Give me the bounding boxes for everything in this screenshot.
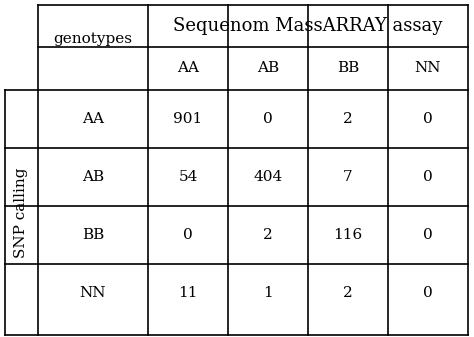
Text: 0: 0	[423, 286, 433, 300]
Text: 2: 2	[343, 112, 353, 126]
Text: 0: 0	[423, 112, 433, 126]
Text: 0: 0	[423, 170, 433, 184]
Text: NN: NN	[80, 286, 106, 300]
Text: 54: 54	[178, 170, 198, 184]
Text: BB: BB	[82, 228, 104, 242]
Text: AA: AA	[177, 61, 199, 75]
Text: 0: 0	[423, 228, 433, 242]
Text: 2: 2	[343, 286, 353, 300]
Text: 7: 7	[343, 170, 353, 184]
Text: Sequenom MassARRAY assay: Sequenom MassARRAY assay	[173, 17, 443, 35]
Text: NN: NN	[415, 61, 441, 75]
Text: 116: 116	[333, 228, 363, 242]
Text: BB: BB	[337, 61, 359, 75]
Text: 2: 2	[263, 228, 273, 242]
Text: 901: 901	[173, 112, 202, 126]
Text: AB: AB	[82, 170, 104, 184]
Text: AA: AA	[82, 112, 104, 126]
Text: genotypes: genotypes	[54, 32, 133, 47]
Text: 11: 11	[178, 286, 198, 300]
Text: 0: 0	[263, 112, 273, 126]
Text: SNP calling: SNP calling	[15, 167, 28, 258]
Text: 1: 1	[263, 286, 273, 300]
Text: 404: 404	[254, 170, 283, 184]
Text: AB: AB	[257, 61, 279, 75]
Text: 0: 0	[183, 228, 193, 242]
